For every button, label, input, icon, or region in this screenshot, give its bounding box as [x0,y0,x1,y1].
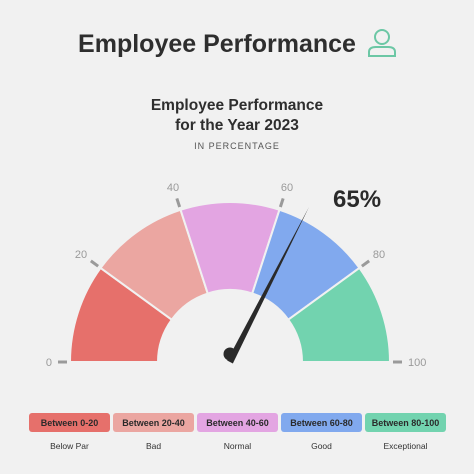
page-title: Employee Performance [78,30,356,58]
gauge-tick-label-2: 40 [167,182,179,194]
chart-title-line-2: for the Year 2023 [175,117,299,134]
gauge-tick-label-4: 80 [373,249,385,261]
gauge-tick-2 [175,197,182,208]
legend-description-2: Normal [223,441,252,451]
gauge-needle [227,206,309,364]
legend-description-1: Bad [145,441,162,451]
chart-subtitle: IN PERCENTAGE [194,141,280,151]
gauge-tick-1 [89,259,100,268]
gauge-tick-label-0: 0 [46,357,52,369]
legend-chip-1: Between 20-40 [113,413,194,432]
legend-description-3: Good [311,441,332,451]
gauge-tick-4 [360,259,371,268]
person-outline-icon [368,29,396,57]
legend-description-0: Below Par [50,441,89,451]
value-label: 65% [333,186,382,213]
gauge-tick-label-5: 100 [408,357,426,369]
gauge-needle-hub [223,347,237,361]
gauge-tick-label-1: 20 [75,249,87,261]
legend-chip-2: Between 40-60 [197,413,278,432]
chart-title-line-1: Employee Performance [150,97,324,114]
legend-chip-4: Between 80-100 [365,413,446,432]
chart-title: Employee Performance for the Year 2023 [0,96,474,136]
gauge-tick-3 [278,197,285,208]
legend-chip-3: Between 60-80 [281,413,362,432]
legend-description-4: Exceptional [383,441,428,451]
gauge-tick-label-3: 60 [281,182,293,194]
gauge-band-4 [286,266,392,363]
legend-chip-0: Between 0-20 [29,413,110,432]
